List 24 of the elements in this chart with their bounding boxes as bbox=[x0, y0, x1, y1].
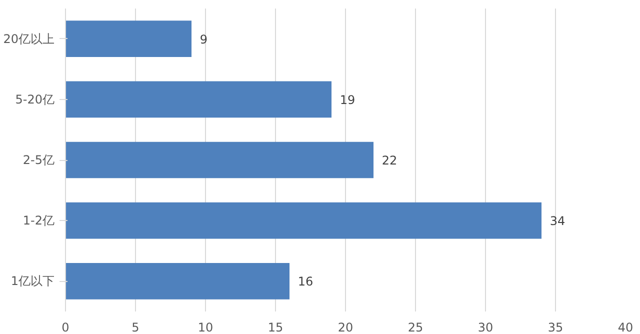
y-tick-label: 1-2亿 bbox=[22, 214, 55, 228]
x-tick-label: 35 bbox=[548, 320, 564, 334]
data-label: 19 bbox=[340, 92, 356, 107]
data-label: 34 bbox=[550, 214, 566, 228]
data-label: 22 bbox=[382, 154, 398, 168]
bar bbox=[66, 202, 542, 239]
data-label: 9 bbox=[200, 32, 208, 46]
x-tick-label: 10 bbox=[198, 320, 214, 334]
x-tick-label: 25 bbox=[408, 320, 424, 334]
data-label: 16 bbox=[298, 274, 314, 289]
bar bbox=[66, 20, 192, 57]
x-tick-label: 0 bbox=[62, 320, 70, 334]
bar bbox=[66, 142, 374, 178]
bar bbox=[66, 81, 332, 118]
x-tick-label: 5 bbox=[132, 320, 140, 334]
x-tick-label: 30 bbox=[478, 320, 494, 334]
x-tick-label: 15 bbox=[268, 320, 284, 334]
y-tick-label: 5-20亿 bbox=[15, 92, 54, 106]
y-tick-label: 20亿以上 bbox=[3, 32, 55, 46]
x-tick-label: 40 bbox=[618, 320, 634, 334]
y-tick-label: 2-5亿 bbox=[22, 153, 55, 167]
y-tick-label: 1亿以下 bbox=[10, 274, 55, 288]
x-tick-label: 20 bbox=[338, 320, 354, 334]
bar bbox=[66, 263, 290, 300]
